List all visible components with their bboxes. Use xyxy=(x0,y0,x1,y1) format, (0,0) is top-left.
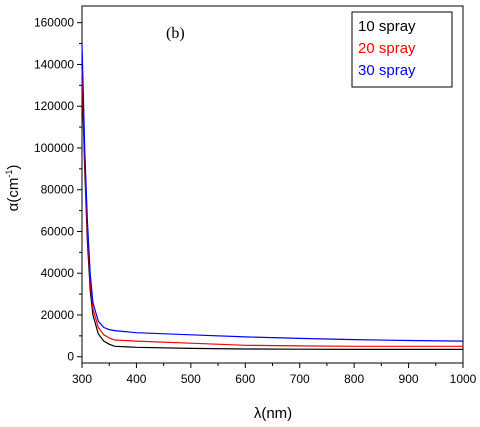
series-line-20-spray xyxy=(81,68,463,347)
legend-entry-20-spray: 20 spray xyxy=(358,40,416,57)
x-tick-label: 900 xyxy=(399,372,419,386)
y-tick-label: 60000 xyxy=(41,224,75,238)
panel-label: (b) xyxy=(166,25,185,42)
series-line-10-spray xyxy=(81,76,463,350)
legend: 10 spray 20 spray 30 spray xyxy=(351,11,453,88)
series-layer xyxy=(81,43,464,350)
y-tick-label: 120000 xyxy=(34,99,74,113)
x-axis: 300 400 500 600 700 800 900 1000 xyxy=(72,363,477,386)
y-tick-label: 140000 xyxy=(34,57,74,71)
x-tick-label: 500 xyxy=(181,372,201,386)
x-tick-label: 700 xyxy=(290,372,310,386)
y-tick-label: 100000 xyxy=(34,141,74,155)
x-tick-label: 300 xyxy=(72,372,92,386)
y-axis-title-sup: -1 xyxy=(4,170,14,178)
series-line-30-spray xyxy=(81,43,464,342)
y-tick-label: 160000 xyxy=(34,16,74,30)
x-axis-title: λ(nm) xyxy=(254,405,292,422)
x-tick-label: 400 xyxy=(126,372,146,386)
y-axis-title-close: ) xyxy=(5,165,22,170)
legend-box xyxy=(351,11,453,88)
y-tick-label: 80000 xyxy=(41,183,75,197)
x-tick-label: 600 xyxy=(235,372,255,386)
y-axis: 0 20000 40000 60000 80000 100000 120000 140000 1… xyxy=(34,16,82,364)
y-tick-label: 40000 xyxy=(41,266,75,280)
x-tick-label: 800 xyxy=(344,372,364,386)
y-axis-title: α(cm-1) xyxy=(4,165,22,212)
x-tick-label: 1000 xyxy=(450,372,477,386)
y-tick-label: 20000 xyxy=(41,308,75,322)
legend-entry-30-spray: 30 spray xyxy=(358,62,416,79)
y-axis-title-main: α(cm xyxy=(5,178,22,212)
legend-entry-10-spray: 10 spray xyxy=(358,18,416,35)
y-tick-label: 0 xyxy=(67,350,74,364)
